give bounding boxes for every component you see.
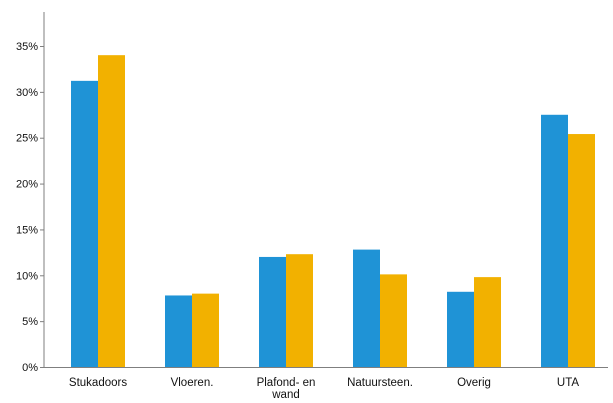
y-tick-label: 0%	[22, 362, 38, 374]
bar-series-1	[259, 256, 286, 367]
bar-series-2	[568, 134, 595, 367]
bar-series-2	[474, 277, 501, 367]
y-tick-label: 30%	[16, 87, 38, 99]
y-tick-label: 20%	[16, 179, 38, 191]
bar-series-2	[192, 293, 219, 367]
bar-series-1	[71, 80, 98, 367]
y-tick-label: 25%	[16, 133, 38, 145]
x-category-label: UTA	[557, 377, 579, 389]
bar-series-1	[447, 291, 474, 367]
bar-series-1	[353, 249, 380, 367]
chart-bars	[71, 55, 595, 368]
bar-series-2	[286, 254, 313, 367]
x-category-label: Overig	[457, 377, 491, 389]
x-category-label: Stukadoors	[69, 377, 127, 389]
chart-axes	[40, 12, 608, 368]
x-category-labels: Stukadoors Vloeren. Plafond- en wand Natuurs…	[69, 377, 579, 401]
y-tick-label: 10%	[16, 270, 38, 282]
y-tick-label: 35%	[16, 41, 38, 53]
x-category-label: Natuursteen.	[347, 377, 413, 389]
x-category-label: Vloeren.	[171, 377, 214, 389]
bar-series-1	[165, 295, 192, 367]
bar-series-2	[98, 55, 125, 368]
bar-series-2	[380, 274, 407, 367]
y-tick-label: 15%	[16, 224, 38, 236]
y-tick-labels: 0% 5% 10% 15% 20% 25% 30% 35%	[16, 41, 38, 374]
y-tick-label: 5%	[22, 316, 38, 328]
x-category-label: Plafond- en wand	[257, 377, 316, 401]
bar-series-1	[541, 114, 568, 368]
